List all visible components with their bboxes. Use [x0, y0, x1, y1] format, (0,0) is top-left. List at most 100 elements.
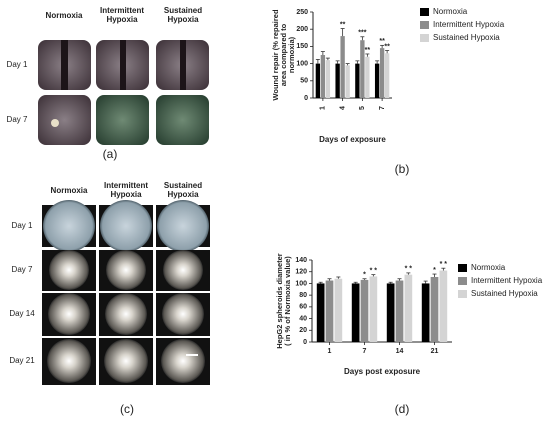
x-tick-label: 1 [320, 106, 327, 110]
panel-label: (a) [103, 147, 118, 161]
error-bar [423, 280, 428, 284]
bar [404, 274, 413, 342]
error-bar [315, 59, 320, 64]
x-tick-label: 5 [359, 106, 366, 110]
error-bar [375, 60, 380, 64]
error-bar [362, 278, 367, 280]
x-axis-label: Days of exposure [319, 135, 386, 144]
row-label: Day 21 [9, 356, 35, 365]
significance-label: * * [440, 261, 448, 268]
y-axis-label: Wound repair (% repaired area compared t… [270, 9, 297, 101]
photo-well [163, 250, 203, 290]
column-header: Normoxia [50, 185, 88, 195]
y-axis-label-box: HepG2 spheroids diameter ( in % of Normo… [274, 253, 292, 349]
error-bar [360, 36, 365, 41]
column-header-box: Sustained Hypoxia [164, 6, 202, 24]
bar [360, 40, 365, 98]
photo-well [157, 200, 209, 252]
bar [395, 280, 404, 342]
bar [365, 56, 370, 98]
y-tick-label: 140 [295, 257, 307, 264]
error-bar [355, 60, 360, 64]
legend-swatch [458, 277, 467, 285]
bar [360, 279, 369, 342]
legend-label: Normoxia [471, 263, 506, 272]
error-bar [327, 278, 332, 281]
bar [386, 283, 395, 342]
bar [374, 63, 380, 98]
error-bar [335, 60, 340, 64]
legend-label: Sustained Hypoxia [471, 289, 538, 298]
y-tick-label: 20 [299, 327, 307, 334]
photo-well [104, 339, 148, 383]
column-header: Intermittent Hypoxia [100, 6, 144, 24]
bar [334, 278, 343, 342]
bar [384, 53, 390, 98]
significance-label: * [363, 272, 366, 279]
photo-well [43, 200, 95, 252]
bar [421, 283, 430, 342]
error-bar [336, 276, 341, 279]
photo-scratch [180, 40, 186, 90]
bar [430, 276, 439, 342]
significance-label: *** [358, 30, 366, 37]
y-tick-label: 120 [295, 269, 307, 276]
photo [38, 95, 91, 145]
legend-label: Intermittent Hypoxia [433, 20, 505, 29]
significance-label: ** [365, 47, 371, 54]
x-tick-label: 7 [363, 348, 367, 355]
bar [345, 65, 350, 98]
bar [340, 36, 345, 98]
bar [379, 48, 385, 98]
row-label: Day 7 [7, 115, 28, 124]
column-header-box: Sustained Hypoxia [163, 181, 203, 199]
column-header-box: Normoxia [45, 10, 83, 20]
y-tick-label: 150 [296, 43, 308, 50]
significance-label: * * [405, 266, 413, 273]
legend-swatch [420, 8, 429, 16]
error-bar [325, 57, 330, 61]
photo-well [100, 200, 152, 252]
photo-well [105, 293, 147, 335]
error-bar [380, 44, 385, 49]
y-tick-label: 100 [295, 280, 307, 287]
legend-label: Intermittent Hypoxia [471, 276, 543, 285]
legend-label: Sustained Hypoxia [433, 33, 500, 42]
photo-scratch [61, 40, 68, 90]
legend-swatch [420, 21, 429, 29]
photo-well [162, 293, 204, 335]
scratch-photos [38, 40, 209, 145]
y-tick-label: 0 [303, 339, 307, 346]
bar [320, 55, 326, 98]
y-tick-label: 200 [296, 26, 308, 33]
row-label: Day 14 [9, 309, 35, 318]
panel-label: (b) [395, 162, 410, 176]
column-header: Normoxia [45, 10, 83, 20]
error-bar [441, 267, 446, 271]
photo-well [49, 250, 89, 290]
bar [315, 63, 321, 98]
column-header-box: Normoxia [50, 185, 88, 195]
error-bar [340, 28, 345, 37]
photo-well [48, 293, 90, 335]
column-header-box: Intermittent Hypoxia [104, 181, 148, 199]
column-header: Sustained Hypoxia [163, 181, 203, 199]
y-tick-label: 60 [299, 304, 307, 311]
error-bar [385, 50, 390, 54]
error-bar [371, 274, 376, 277]
error-bar [365, 53, 370, 57]
column-header-box: Intermittent Hypoxia [100, 6, 144, 24]
error-bar [432, 273, 437, 277]
bar [439, 270, 448, 342]
legend-swatch [458, 264, 467, 272]
error-bar [345, 63, 350, 66]
bar [351, 283, 360, 342]
photo [96, 95, 149, 145]
significance-label: ** [340, 21, 346, 28]
significance-label: * [433, 267, 436, 274]
y-axis-label: HepG2 spheroids diameter ( in % of Normo… [274, 253, 292, 349]
x-tick-label: 7 [379, 106, 386, 110]
photo-well [161, 339, 205, 383]
bar [316, 283, 325, 342]
